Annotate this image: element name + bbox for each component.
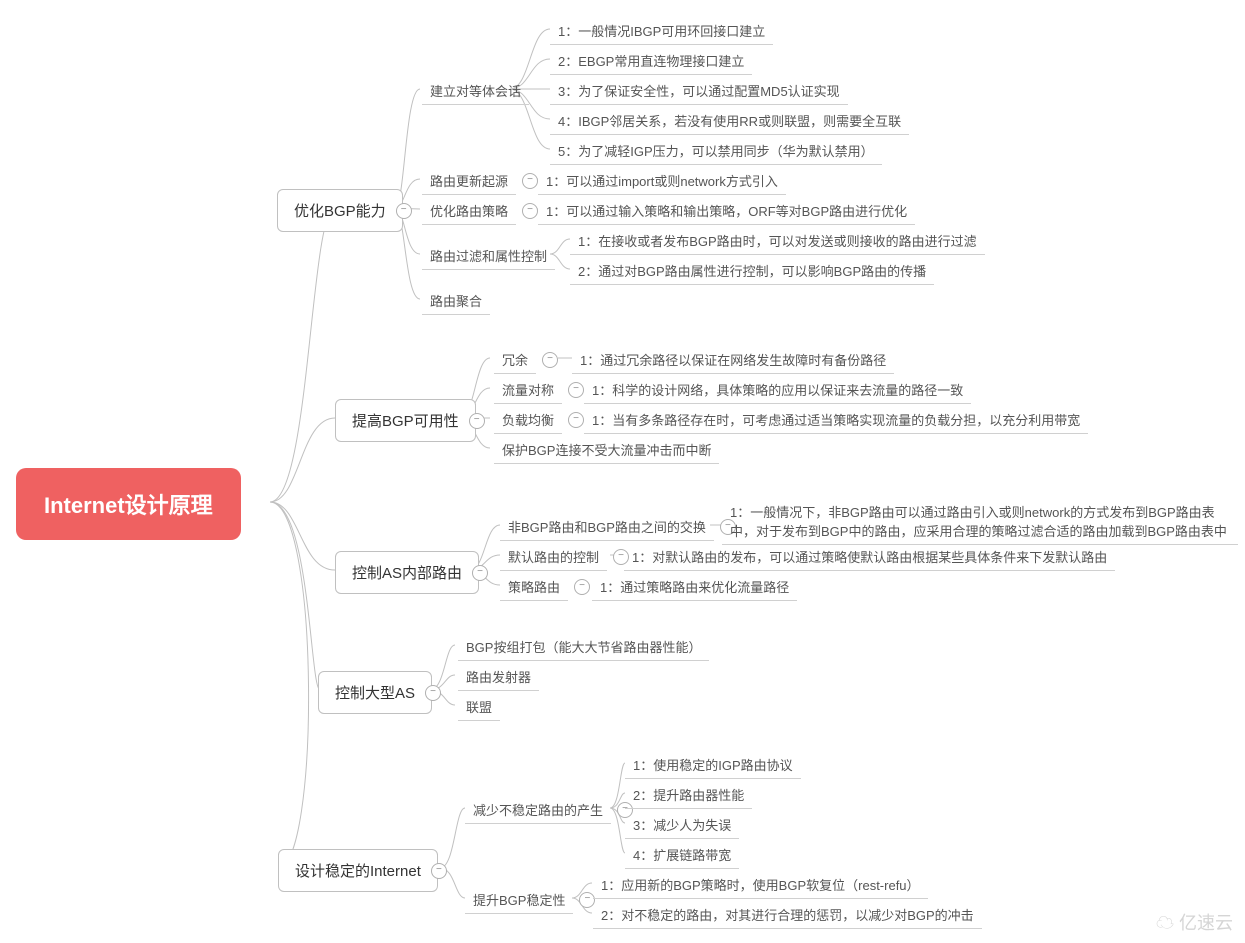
leaf-pr1: 1：通过策略路由来优化流量路径 <box>592 573 797 601</box>
sub-redundancy[interactable]: 冗余− <box>494 346 536 374</box>
main-stable[interactable]: 设计稳定的Internet − <box>278 849 438 892</box>
leaf-is1: 1：应用新的BGP策略时，使用BGP软复位（rest-refu） <box>593 871 928 899</box>
minus-icon[interactable]: − <box>522 203 538 219</box>
sub-policy-route[interactable]: 策略路由− <box>500 573 568 601</box>
leaf-ru2: 2：提升路由器性能 <box>625 781 752 809</box>
minus-icon[interactable]: − <box>542 352 558 368</box>
sub-reduce-unstable[interactable]: 减少不稳定路由的产生− <box>465 796 611 824</box>
leaf-exch1: 1：一般情况下，非BGP路由可以通过路由引入或则network的方式发布到BGP… <box>722 498 1238 545</box>
leaf-bal1: 1：当有多条路径存在时，可考虑通过适当策略实现流量的负载分担，以充分利用带宽 <box>584 406 1088 434</box>
sub-optimize-policy[interactable]: 优化路由策略− <box>422 197 516 225</box>
minus-icon[interactable]: − <box>574 579 590 595</box>
leaf-peer3: 3：为了保证安全性，可以通过配置MD5认证实现 <box>550 77 848 105</box>
sub-default-route[interactable]: 默认路由的控制− <box>500 543 607 571</box>
leaf-filter1: 1：在接收或者发布BGP路由时，可以对发送或则接收的路由进行过滤 <box>570 227 985 255</box>
cloud-icon: ☁ <box>1156 913 1174 933</box>
root-label: Internet设计原理 <box>44 493 213 518</box>
sub-rr[interactable]: 路由发射器 <box>458 663 539 691</box>
leaf-is2: 2：对不稳定的路由，对其进行合理的惩罚，以减少对BGP的冲击 <box>593 901 982 929</box>
main-optimize-bgp[interactable]: 优化BGP能力 − <box>277 189 403 232</box>
leaf-update1: 1：可以通过import或则network方式引入 <box>538 167 786 195</box>
leaf-peer5: 5：为了减轻IGP压力，可以禁用同步（华为默认禁用） <box>550 137 882 165</box>
main-large-as[interactable]: 控制大型AS − <box>318 671 432 714</box>
main-label: 优化BGP能力 <box>294 203 386 220</box>
main-label: 设计稳定的Internet <box>295 863 421 880</box>
sub-peer-session[interactable]: 建立对等体会话 <box>422 77 529 105</box>
leaf-peer2: 2：EBGP常用直连物理接口建立 <box>550 47 752 75</box>
leaf-ru4: 4：扩展链路带宽 <box>625 841 739 869</box>
leaf-def1: 1：对默认路由的发布，可以通过策略使默认路由根据某些具体条件来下发默认路由 <box>624 543 1115 571</box>
leaf-sym1: 1：科学的设计网络，具体策略的应用以保证来去流量的路径一致 <box>584 376 971 404</box>
leaf-peer1: 1：一般情况IBGP可用环回接口建立 <box>550 17 773 45</box>
leaf-filter2: 2：通过对BGP路由属性进行控制，可以影响BGP路由的传播 <box>570 257 934 285</box>
leaf-ru3: 3：减少人为失误 <box>625 811 739 839</box>
minus-icon[interactable]: − <box>469 413 485 429</box>
sub-confed[interactable]: 联盟 <box>458 693 500 721</box>
minus-icon[interactable]: − <box>522 173 538 189</box>
sub-update-origin[interactable]: 路由更新起源− <box>422 167 516 195</box>
sub-filter-attr[interactable]: 路由过滤和属性控制 <box>422 242 555 270</box>
leaf-redund1: 1：通过冗余路径以保证在网络发生故障时有备份路径 <box>572 346 894 374</box>
leaf-policy1: 1：可以通过输入策略和输出策略，ORF等对BGP路由进行优化 <box>538 197 915 225</box>
main-control-internal[interactable]: 控制AS内部路由 − <box>335 551 479 594</box>
sub-aggregate[interactable]: 路由聚合 <box>422 287 490 315</box>
main-label: 控制AS内部路由 <box>352 565 462 582</box>
minus-icon[interactable]: − <box>568 382 584 398</box>
sub-symmetry[interactable]: 流量对称− <box>494 376 562 404</box>
sub-peer-group[interactable]: BGP按组打包（能大大节省路由器性能） <box>458 633 709 661</box>
sub-exchange[interactable]: 非BGP路由和BGP路由之间的交换− <box>500 513 714 541</box>
leaf-peer4: 4：IBGP邻居关系，若没有使用RR或则联盟，则需要全互联 <box>550 107 909 135</box>
minus-icon[interactable]: − <box>431 863 447 879</box>
minus-icon[interactable]: − <box>472 565 488 581</box>
minus-icon[interactable]: − <box>425 685 441 701</box>
sub-protect[interactable]: 保护BGP连接不受大流量冲击而中断 <box>494 436 719 464</box>
root-node[interactable]: Internet设计原理 <box>16 468 241 540</box>
main-label: 控制大型AS <box>335 685 415 702</box>
minus-icon[interactable]: − <box>568 412 584 428</box>
sub-improve-stability[interactable]: 提升BGP稳定性− <box>465 886 573 914</box>
watermark: ☁ 亿速云 <box>1156 909 1233 935</box>
main-label: 提高BGP可用性 <box>352 413 459 430</box>
main-availability[interactable]: 提高BGP可用性 − <box>335 399 476 442</box>
sub-balance[interactable]: 负载均衡− <box>494 406 562 434</box>
leaf-ru1: 1：使用稳定的IGP路由协议 <box>625 751 801 779</box>
minus-icon[interactable]: − <box>396 203 412 219</box>
